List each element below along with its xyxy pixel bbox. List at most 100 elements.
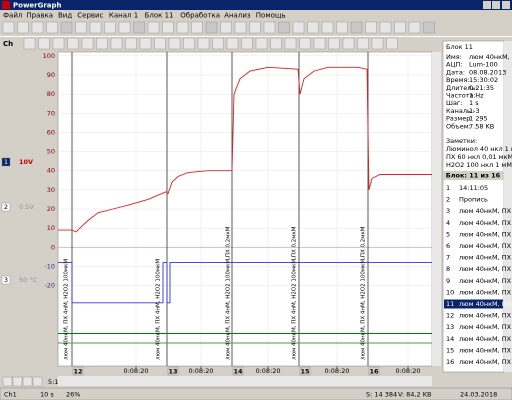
- list-item-name[interactable]: люм 40нкМ, ПХ 4нМ: [459, 358, 512, 366]
- toolbar-button[interactable]: [133, 21, 145, 34]
- toolbar-button[interactable]: [386, 37, 398, 50]
- list-item-number[interactable]: 11: [446, 300, 454, 308]
- toolbar-button[interactable]: [17, 21, 29, 34]
- toolbar-button[interactable]: [255, 37, 268, 50]
- nav-button[interactable]: [32, 376, 43, 387]
- list-item-number[interactable]: 15: [446, 346, 454, 354]
- toolbar-button[interactable]: [292, 21, 305, 34]
- list-item-name[interactable]: люм 40нкМ, ПХ 4нМ: [459, 335, 512, 343]
- toolbar-button[interactable]: [336, 21, 348, 34]
- toolbar-button[interactable]: [357, 37, 369, 50]
- toolbar-button[interactable]: [104, 21, 116, 34]
- toolbar-button[interactable]: [278, 21, 290, 34]
- toolbar-button[interactable]: [23, 37, 36, 50]
- toolbar-button[interactable]: [162, 21, 174, 34]
- list-item-name[interactable]: люм 40нкМ, ПХ 4нМ: [459, 207, 512, 215]
- list-item-number[interactable]: 10: [446, 288, 454, 296]
- toolbar-button[interactable]: [147, 21, 160, 34]
- list-item-name[interactable]: люм 40нкМ, ПХ 0,0: [459, 230, 512, 238]
- toolbar-button[interactable]: [52, 37, 65, 50]
- toolbar-button[interactable]: [321, 21, 334, 34]
- list-item-name[interactable]: люм 40нкМ, ПХ 0,2: [459, 254, 512, 262]
- list-item-name[interactable]: Пропись: [459, 196, 488, 204]
- toolbar-button[interactable]: [226, 37, 239, 50]
- right-scrollbar[interactable]: [504, 41, 512, 372]
- toolbar-button[interactable]: [67, 37, 79, 50]
- menu-item[interactable]: Помощь: [256, 12, 286, 20]
- toolbar-button[interactable]: [191, 21, 203, 34]
- list-item-number[interactable]: 2: [446, 196, 450, 204]
- list-item-number[interactable]: 1: [446, 184, 450, 192]
- menu-item[interactable]: Вид: [58, 12, 72, 20]
- minimize-button[interactable]: [483, 1, 491, 9]
- menu-item[interactable]: Канал 1: [109, 12, 138, 20]
- toolbar-button[interactable]: [328, 37, 340, 50]
- list-item-name[interactable]: люм 40нкМ, ПХ 1нМ: [459, 312, 512, 320]
- nav-button[interactable]: [2, 376, 13, 387]
- toolbar-button[interactable]: [89, 21, 102, 34]
- toolbar-button[interactable]: [139, 37, 152, 50]
- toolbar-button[interactable]: [342, 37, 355, 50]
- toolbar-button[interactable]: [205, 21, 218, 34]
- toolbar-button[interactable]: [125, 37, 137, 50]
- toolbar-button[interactable]: [168, 37, 181, 50]
- list-item-name[interactable]: люм 40нкМ, ПХ 4нМ: [459, 346, 512, 354]
- channel-number-box[interactable]: [1, 275, 11, 285]
- menu-item[interactable]: Анализ: [224, 12, 251, 20]
- list-item-number[interactable]: 3: [446, 207, 450, 215]
- toolbar-button[interactable]: [263, 21, 276, 34]
- channel-number-box[interactable]: [1, 157, 11, 167]
- toolbar-button[interactable]: [118, 21, 131, 34]
- toolbar-button[interactable]: [183, 37, 195, 50]
- menu-item[interactable]: Файл: [3, 12, 22, 20]
- channel-number-box[interactable]: [1, 202, 11, 212]
- menu-item[interactable]: Правка: [26, 12, 53, 20]
- list-item-name[interactable]: 14:11:05: [459, 184, 488, 192]
- list-item-name[interactable]: люм 40нкМ, ПХ 0,1: [459, 242, 512, 250]
- toolbar-button[interactable]: [371, 37, 384, 50]
- toolbar-button[interactable]: [197, 37, 210, 50]
- list-item-name[interactable]: люм 40нкМ, ПХ 4нМ: [459, 323, 512, 331]
- toolbar-button[interactable]: [234, 21, 247, 34]
- list-item-number[interactable]: 12: [446, 312, 454, 320]
- toolbar-button[interactable]: [38, 37, 50, 50]
- list-item-number[interactable]: 16: [446, 358, 454, 366]
- list-item-name[interactable]: люм 40нкМ, ПХ 0,4: [459, 277, 512, 285]
- list-item-number[interactable]: 7: [446, 254, 450, 262]
- toolbar-button[interactable]: [31, 21, 44, 34]
- toolbar-button[interactable]: [408, 21, 421, 34]
- toolbar-button[interactable]: [212, 37, 224, 50]
- toolbar-button[interactable]: [46, 21, 58, 34]
- toolbar-button[interactable]: [176, 21, 189, 34]
- toolbar-button[interactable]: [307, 21, 319, 34]
- horizontal-scrollbar[interactable]: [58, 376, 432, 386]
- nav-button[interactable]: [22, 376, 33, 387]
- list-item-number[interactable]: 6: [446, 242, 450, 250]
- toolbar-button[interactable]: [81, 37, 94, 50]
- toolbar-button[interactable]: [350, 21, 363, 34]
- toolbar-button[interactable]: [2, 21, 15, 34]
- list-item-number[interactable]: 5: [446, 230, 450, 238]
- toolbar-button[interactable]: [270, 37, 282, 50]
- toolbar-button[interactable]: [394, 21, 406, 34]
- list-item-number[interactable]: 14: [446, 335, 454, 343]
- list-item-name[interactable]: люм 40нкМ, ПХ 0,2: [459, 265, 512, 273]
- toolbar-button[interactable]: [110, 37, 123, 50]
- toolbar-button[interactable]: [241, 37, 253, 50]
- list-item-number[interactable]: 4: [446, 219, 450, 227]
- list-item-number[interactable]: 9: [446, 277, 450, 285]
- nav-button[interactable]: [12, 376, 23, 387]
- menu-item[interactable]: Обработка: [180, 12, 220, 20]
- toolbar-button[interactable]: [220, 21, 232, 34]
- toolbar-button[interactable]: [379, 21, 392, 34]
- list-item-name[interactable]: люм 40нкМ, ПХ 0,6: [459, 288, 512, 296]
- menu-item[interactable]: Блок 11: [145, 12, 174, 20]
- toolbar-button[interactable]: [249, 21, 261, 34]
- toolbar-button[interactable]: [365, 21, 377, 34]
- toolbar-button[interactable]: [313, 37, 326, 50]
- list-item-name[interactable]: люм 40нкМ, ПХ 0,0: [459, 219, 512, 227]
- toolbar-button[interactable]: [60, 21, 73, 34]
- list-item-number[interactable]: 13: [446, 323, 454, 331]
- list-item-name[interactable]: люм 40нкМ, ПХ 0,6: [459, 300, 512, 308]
- toolbar-button[interactable]: [284, 37, 297, 50]
